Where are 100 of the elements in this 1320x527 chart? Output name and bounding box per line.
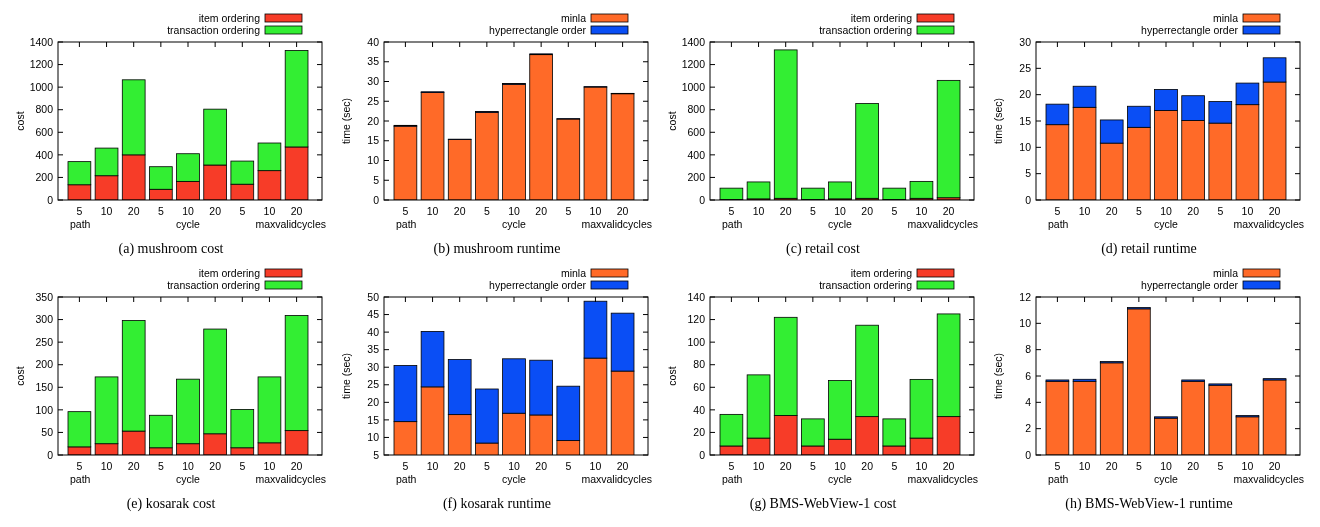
text: (c) retail cost xyxy=(786,241,861,257)
x-tick-label: 5 xyxy=(157,205,164,217)
text: path xyxy=(722,473,743,485)
text: path xyxy=(396,473,417,485)
text: path xyxy=(1048,218,1069,230)
legend-label: hyperrectangle order xyxy=(1141,278,1239,291)
x-tick-label: 20 xyxy=(942,205,955,217)
x-tick-label: 5 xyxy=(483,205,490,217)
text: maxvalidcycles xyxy=(581,218,652,230)
x-tick-label: 10 xyxy=(100,460,113,472)
legend-label: minla xyxy=(560,11,587,24)
text: (b) mushroom runtime xyxy=(433,241,561,257)
y-tick-label: 0 xyxy=(47,193,54,206)
x-tick-label: 5 xyxy=(1217,205,1224,217)
x-tick-label: 5 xyxy=(483,460,490,472)
x-tick-label: 20 xyxy=(616,205,629,217)
x-tick-label: 10 xyxy=(1078,205,1091,217)
text: maxvalidcycles xyxy=(907,218,978,230)
text: maxvalidcycles xyxy=(581,473,652,485)
y-tick-label: 2 xyxy=(1025,422,1032,435)
legend-label: transaction ordering xyxy=(167,278,261,291)
y-axis-title: time (sec) xyxy=(992,97,1004,145)
y-tick-label: 350 xyxy=(35,290,54,303)
y-tick-label: 100 xyxy=(35,403,54,416)
text: (e) kosarak cost xyxy=(126,496,216,512)
y-tick-label: 6 xyxy=(1025,369,1032,382)
y-tick-label: 1200 xyxy=(29,58,54,71)
x-tick-label: 10 xyxy=(1241,460,1254,472)
text: (d) retail runtime xyxy=(1101,241,1197,257)
y-tick-label: 120 xyxy=(687,313,706,326)
y-tick-label: 5 xyxy=(1025,167,1032,180)
y-tick-label: 0 xyxy=(1025,448,1032,461)
x-tick-label: 10 xyxy=(834,205,846,217)
y-tick-label: 25 xyxy=(367,94,380,107)
x-tick-label: 20 xyxy=(1268,205,1281,217)
x-tick-label: 20 xyxy=(1268,460,1281,472)
x-tick-label: 10 xyxy=(589,460,602,472)
y-tick-label: 800 xyxy=(687,103,706,116)
text: (g) BMS-WebView-1 cost xyxy=(749,496,897,512)
y-tick-label: 150 xyxy=(35,380,54,393)
x-tick-label: 20 xyxy=(453,205,466,217)
y-tick-label: 20 xyxy=(367,114,380,127)
y-tick-label: 30 xyxy=(367,360,380,373)
y-tick-label: 10 xyxy=(367,154,380,167)
y-axis-title: cost xyxy=(14,366,26,386)
x-tick-label: 10 xyxy=(752,460,765,472)
x-tick-label: 20 xyxy=(290,205,303,217)
x-tick-label: 10 xyxy=(263,205,276,217)
x-tick-label: 5 xyxy=(76,205,83,217)
x-tick-label: 20 xyxy=(127,460,140,472)
y-axis-title: cost xyxy=(14,111,26,131)
x-tick-label: 5 xyxy=(728,460,735,472)
y-tick-label: 10 xyxy=(1019,317,1032,330)
legend-label: hyperrectangle order xyxy=(489,278,587,291)
y-tick-label: 40 xyxy=(367,35,380,48)
x-tick-label: 10 xyxy=(426,205,439,217)
y-tick-label: 1400 xyxy=(29,35,54,48)
x-tick-label: 5 xyxy=(1217,460,1224,472)
y-tick-label: 1000 xyxy=(29,80,54,93)
text: maxvalidcycles xyxy=(907,473,978,485)
y-tick-label: 20 xyxy=(693,426,706,439)
text: cycle xyxy=(828,218,853,230)
x-tick-label: 10 xyxy=(1241,205,1254,217)
x-tick-label: 10 xyxy=(752,205,765,217)
legend-label: transaction ordering xyxy=(819,278,913,291)
text: path xyxy=(722,218,743,230)
legend-label: item ordering xyxy=(198,266,261,279)
y-tick-label: 300 xyxy=(35,313,54,326)
y-axis-title: cost xyxy=(666,366,678,386)
text: (h) BMS-WebView-1 runtime xyxy=(1065,496,1233,512)
y-tick-label: 60 xyxy=(693,380,706,393)
x-tick-label: 10 xyxy=(1160,205,1172,217)
x-tick-label: 20 xyxy=(1187,205,1200,217)
y-tick-label: 35 xyxy=(367,343,380,356)
x-tick-label: 20 xyxy=(453,460,466,472)
x-tick-label: 10 xyxy=(508,205,520,217)
y-tick-label: 0 xyxy=(699,448,706,461)
y-tick-label: 80 xyxy=(693,358,706,371)
x-tick-label: 10 xyxy=(182,205,194,217)
y-axis-title: cost xyxy=(666,111,678,131)
x-tick-label: 20 xyxy=(209,460,222,472)
x-tick-label: 10 xyxy=(915,460,928,472)
x-tick-label: 10 xyxy=(508,460,520,472)
x-tick-label: 5 xyxy=(1135,460,1142,472)
x-tick-label: 5 xyxy=(891,205,898,217)
x-tick-label: 10 xyxy=(1160,460,1172,472)
y-tick-label: 20 xyxy=(367,396,380,409)
y-tick-label: 200 xyxy=(687,171,706,184)
y-tick-label: 140 xyxy=(687,290,706,303)
x-tick-label: 20 xyxy=(1187,460,1200,472)
x-tick-label: 10 xyxy=(834,460,846,472)
y-tick-label: 0 xyxy=(699,193,706,206)
x-tick-label: 10 xyxy=(100,205,113,217)
x-tick-label: 20 xyxy=(779,205,792,217)
x-tick-label: 5 xyxy=(891,460,898,472)
x-tick-label: 10 xyxy=(915,205,928,217)
x-tick-label: 20 xyxy=(535,460,548,472)
x-tick-label: 10 xyxy=(426,460,439,472)
x-tick-label: 5 xyxy=(402,460,409,472)
y-tick-label: 10 xyxy=(367,431,380,444)
